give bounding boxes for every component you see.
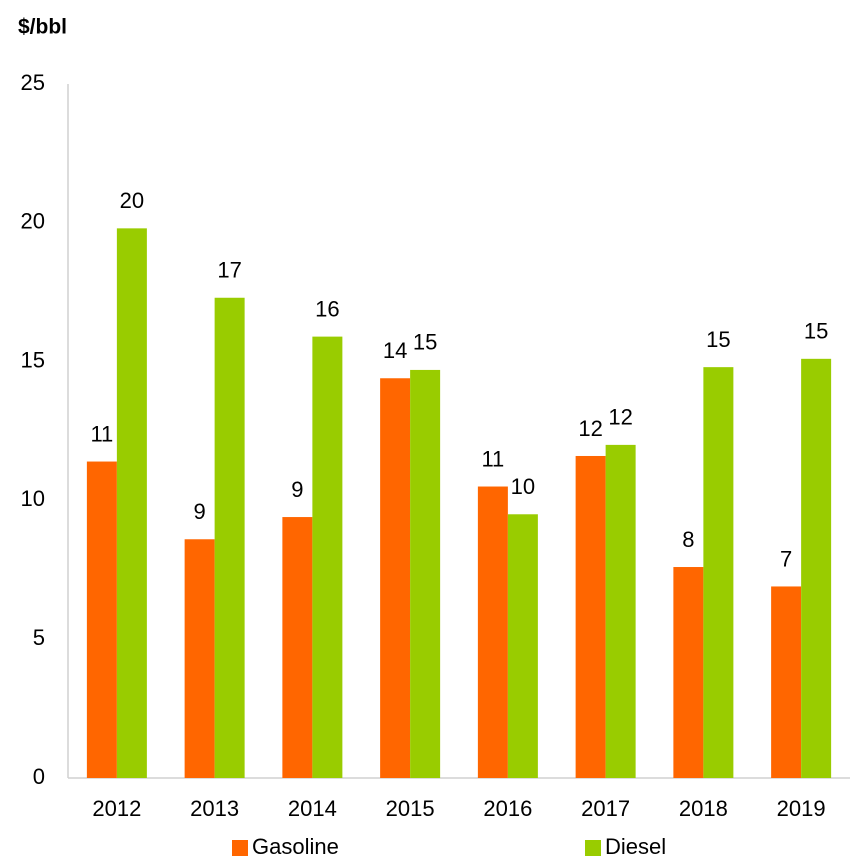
- data-label: 15: [804, 319, 828, 344]
- data-label: 9: [194, 499, 206, 524]
- x-tick-label: 2015: [386, 796, 435, 821]
- data-label: 15: [706, 327, 730, 352]
- bar: [477, 486, 508, 778]
- x-tick-label: 2014: [288, 796, 337, 821]
- bar: [801, 358, 832, 778]
- y-tick-label: 10: [21, 486, 45, 511]
- data-label: 12: [578, 416, 602, 441]
- x-tick-label: 2019: [777, 796, 826, 821]
- data-label: 15: [413, 330, 437, 355]
- legend-label: Diesel: [605, 834, 666, 859]
- data-label: 7: [780, 546, 792, 571]
- bar: [282, 517, 313, 778]
- data-label: 17: [217, 258, 241, 283]
- data-label: 11: [90, 421, 113, 446]
- legend-swatch: [232, 840, 248, 856]
- x-tick-label: 2018: [679, 796, 728, 821]
- y-tick-label: 20: [21, 209, 45, 234]
- legend-swatch: [585, 840, 601, 856]
- data-label: 11: [481, 446, 504, 471]
- x-tick-label: 2012: [92, 796, 141, 821]
- x-tick-label: 2013: [190, 796, 239, 821]
- legend-label: Gasoline: [252, 834, 339, 859]
- bar: [771, 586, 802, 778]
- y-tick-label: 25: [21, 70, 45, 95]
- bar: [184, 539, 215, 778]
- bar: [116, 228, 147, 779]
- bar: [673, 567, 704, 778]
- bar: [703, 367, 734, 778]
- bar: [605, 444, 636, 778]
- data-label: 9: [291, 477, 303, 502]
- bar: [410, 369, 441, 778]
- bar: [86, 461, 117, 778]
- data-label: 20: [120, 188, 144, 213]
- unit-label: $/bbl: [18, 16, 67, 39]
- bar: [575, 455, 606, 778]
- y-tick-label: 5: [33, 625, 45, 650]
- data-label: 14: [383, 338, 407, 363]
- x-tick-label: 2017: [581, 796, 630, 821]
- x-tick-label: 2016: [483, 796, 532, 821]
- y-tick-label: 15: [21, 347, 45, 372]
- bar: [380, 378, 411, 778]
- bar: [507, 514, 538, 778]
- bar: [214, 297, 245, 778]
- y-tick-label: 0: [33, 764, 45, 789]
- data-label: 12: [608, 405, 632, 430]
- data-label: 10: [511, 474, 535, 499]
- bar: [312, 336, 343, 778]
- data-label: 16: [315, 296, 339, 321]
- data-label: 8: [682, 527, 694, 552]
